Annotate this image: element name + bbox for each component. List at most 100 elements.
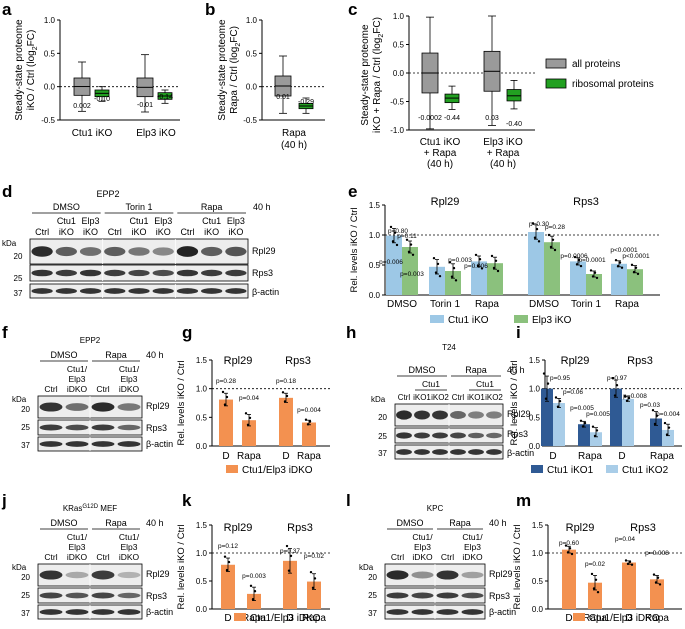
panel-d-cellline: EPP2 bbox=[96, 189, 119, 199]
panel-d-band-label: β-actin bbox=[252, 287, 279, 297]
panel-d-band bbox=[201, 288, 223, 294]
legend-swatch-all bbox=[545, 58, 567, 69]
panel-a-y-tick-label: 1.0 bbox=[44, 16, 56, 25]
panel-i-data-point bbox=[593, 434, 597, 438]
panel-d-treatment: Torin 1 bbox=[125, 202, 152, 212]
panel-e-x-label: Rapa bbox=[615, 299, 639, 310]
panel-h-cellline: T24 bbox=[442, 343, 456, 352]
panel-e-data-point bbox=[395, 243, 399, 247]
panel-f-treatment: Rapa bbox=[105, 350, 127, 360]
panel-h-treatment: DMSO bbox=[409, 365, 436, 375]
panel-j-band-label: Rpl29 bbox=[146, 569, 170, 579]
panel-e-bar bbox=[386, 235, 402, 295]
panel-g-pvalue: p=0.18 bbox=[276, 378, 296, 385]
panel-d-genotype: Elp3 bbox=[82, 216, 100, 226]
panel-m-title: Rps3 bbox=[630, 522, 656, 534]
panel-e-pvalue: p<0.0001 bbox=[610, 247, 638, 254]
panel-g-x-label: D bbox=[222, 451, 229, 462]
panel-label-j: j bbox=[1, 491, 7, 510]
panel-j-genotype: Ctu1/ bbox=[67, 532, 88, 542]
panel-m-x-label: Rapa bbox=[645, 613, 669, 624]
panel-label-h: h bbox=[346, 323, 356, 342]
panel-j-treatment: DMSO bbox=[51, 518, 78, 528]
panel-b-median-label: -0.29 bbox=[298, 99, 314, 106]
panel-h-band-label: Rps3 bbox=[507, 429, 528, 439]
panel-l-kda: kDa bbox=[359, 563, 374, 572]
panel-a-median-label: 0.002 bbox=[73, 103, 91, 110]
panel-d-band bbox=[225, 246, 247, 257]
panel-g-bar bbox=[242, 420, 256, 446]
panel-i-y-tick-label: 0.5 bbox=[529, 413, 541, 422]
panel-label-e: e bbox=[348, 182, 357, 201]
panel-i-data-point bbox=[581, 425, 585, 428]
panel-j-band bbox=[65, 609, 89, 615]
panel-l-band bbox=[386, 592, 409, 599]
panel-f-band bbox=[117, 441, 141, 447]
panel-j-kda: kDa bbox=[12, 563, 27, 572]
panel-g-x-label: Rapa bbox=[297, 451, 321, 462]
panel-label-k: k bbox=[182, 491, 192, 510]
panel-e-data-point bbox=[577, 258, 581, 262]
panel-e-bar bbox=[570, 261, 586, 295]
panel-h-lane-label: iKO2 bbox=[485, 393, 503, 402]
panel-g-title: Rps3 bbox=[285, 355, 311, 367]
panel-b-group-label: Rapa bbox=[282, 128, 306, 139]
panel-c-median-label: 0.03 bbox=[485, 115, 499, 122]
panel-d-lane-label: iKO bbox=[228, 227, 243, 237]
panel-h-lane-label: iKO2 bbox=[431, 393, 449, 402]
panel-m-y-tick-label: 0.5 bbox=[532, 577, 544, 586]
panel-i-pvalue: p=0.95 bbox=[550, 375, 570, 382]
panel-m-y-tick-label: 1.0 bbox=[532, 549, 544, 558]
panel-e-data-point bbox=[630, 263, 634, 267]
panel-d-band bbox=[152, 247, 174, 256]
panel-k-data-point bbox=[311, 586, 315, 590]
panel-m-data-point bbox=[570, 552, 574, 556]
panel-e-data-point bbox=[474, 253, 478, 257]
panel-e-data-point bbox=[547, 233, 551, 237]
panel-c-y-tick-label: -1.0 bbox=[390, 126, 404, 135]
panel-j-genotype: iDKO bbox=[67, 552, 88, 562]
panel-h-kda: kDa bbox=[371, 395, 386, 404]
panel-h-band bbox=[450, 411, 466, 419]
panel-i-data-point bbox=[663, 421, 667, 425]
panel-f-band bbox=[65, 424, 89, 431]
panel-h-lane-label: iKO1 bbox=[413, 393, 431, 402]
panel-i-data-point bbox=[653, 422, 657, 426]
panel-d-lane-label: iKO bbox=[83, 227, 98, 237]
panel-d-band bbox=[79, 269, 102, 277]
panel-i-pvalue: p=0.005 bbox=[570, 405, 594, 412]
panel-d-band bbox=[104, 269, 126, 277]
panel-h-lane-label: iKO1 bbox=[467, 393, 485, 402]
panel-m-x-label: D bbox=[625, 613, 632, 624]
panel-e-data-point bbox=[389, 225, 393, 229]
panel-i-x-label: D bbox=[618, 451, 625, 462]
panel-j-band bbox=[117, 592, 141, 599]
panel-l-genotype: iDKO bbox=[412, 552, 433, 562]
panel-g-bar bbox=[279, 397, 293, 446]
panel-j-marker: 37 bbox=[21, 609, 30, 618]
panel-g-y-tick-label: 0.0 bbox=[196, 442, 208, 451]
panel-f-band bbox=[91, 441, 115, 447]
panel-d-band bbox=[201, 246, 223, 257]
panel-l-lane-label: Ctrl bbox=[391, 552, 404, 562]
legend-label-ctu1: Ctu1 iKO bbox=[448, 315, 489, 326]
panel-h-band bbox=[396, 432, 412, 439]
panel-l-genotype: iDKO bbox=[462, 552, 483, 562]
panel-e-data-point bbox=[595, 276, 599, 280]
panel-d-band bbox=[152, 269, 174, 277]
panel-d-lane-label: Ctrl bbox=[108, 227, 122, 237]
legend-swatch-iko2 bbox=[606, 465, 618, 473]
panel-g-data-point bbox=[306, 423, 310, 426]
panel-i-data-point bbox=[665, 433, 669, 436]
panel-l-band bbox=[386, 570, 409, 580]
panel-e-pvalue: p=0.0006 bbox=[560, 253, 588, 260]
panel-label-d: d bbox=[2, 182, 12, 201]
panel-e-x-label: DMSO bbox=[529, 299, 559, 310]
panel-i-bar bbox=[650, 418, 662, 446]
panel-b-ylabel: Steady-state proteomeRapa / Ctrl (log2FC… bbox=[217, 19, 242, 121]
panel-g-y-tick-label: 1.0 bbox=[196, 385, 208, 394]
panel-i-bar bbox=[662, 429, 674, 446]
panel-label-l: l bbox=[346, 491, 351, 510]
panel-label-f: f bbox=[2, 323, 8, 342]
